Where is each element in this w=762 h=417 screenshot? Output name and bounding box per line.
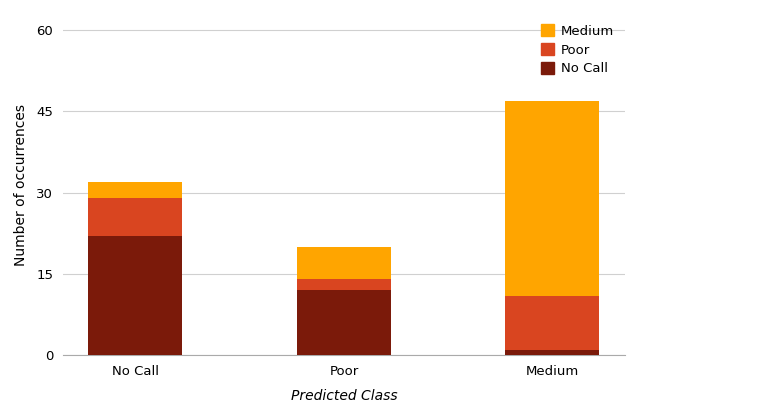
Bar xyxy=(297,247,391,279)
Bar xyxy=(88,182,182,198)
Legend: Medium, Poor, No Call: Medium, Poor, No Call xyxy=(537,20,618,79)
Bar xyxy=(505,296,599,350)
Bar xyxy=(88,198,182,236)
Bar xyxy=(505,350,599,355)
Bar xyxy=(297,279,391,290)
Y-axis label: Number of occurrences: Number of occurrences xyxy=(14,103,28,266)
Bar xyxy=(88,236,182,355)
Bar xyxy=(505,100,599,296)
Bar xyxy=(297,290,391,355)
X-axis label: Predicted Class: Predicted Class xyxy=(290,389,397,403)
